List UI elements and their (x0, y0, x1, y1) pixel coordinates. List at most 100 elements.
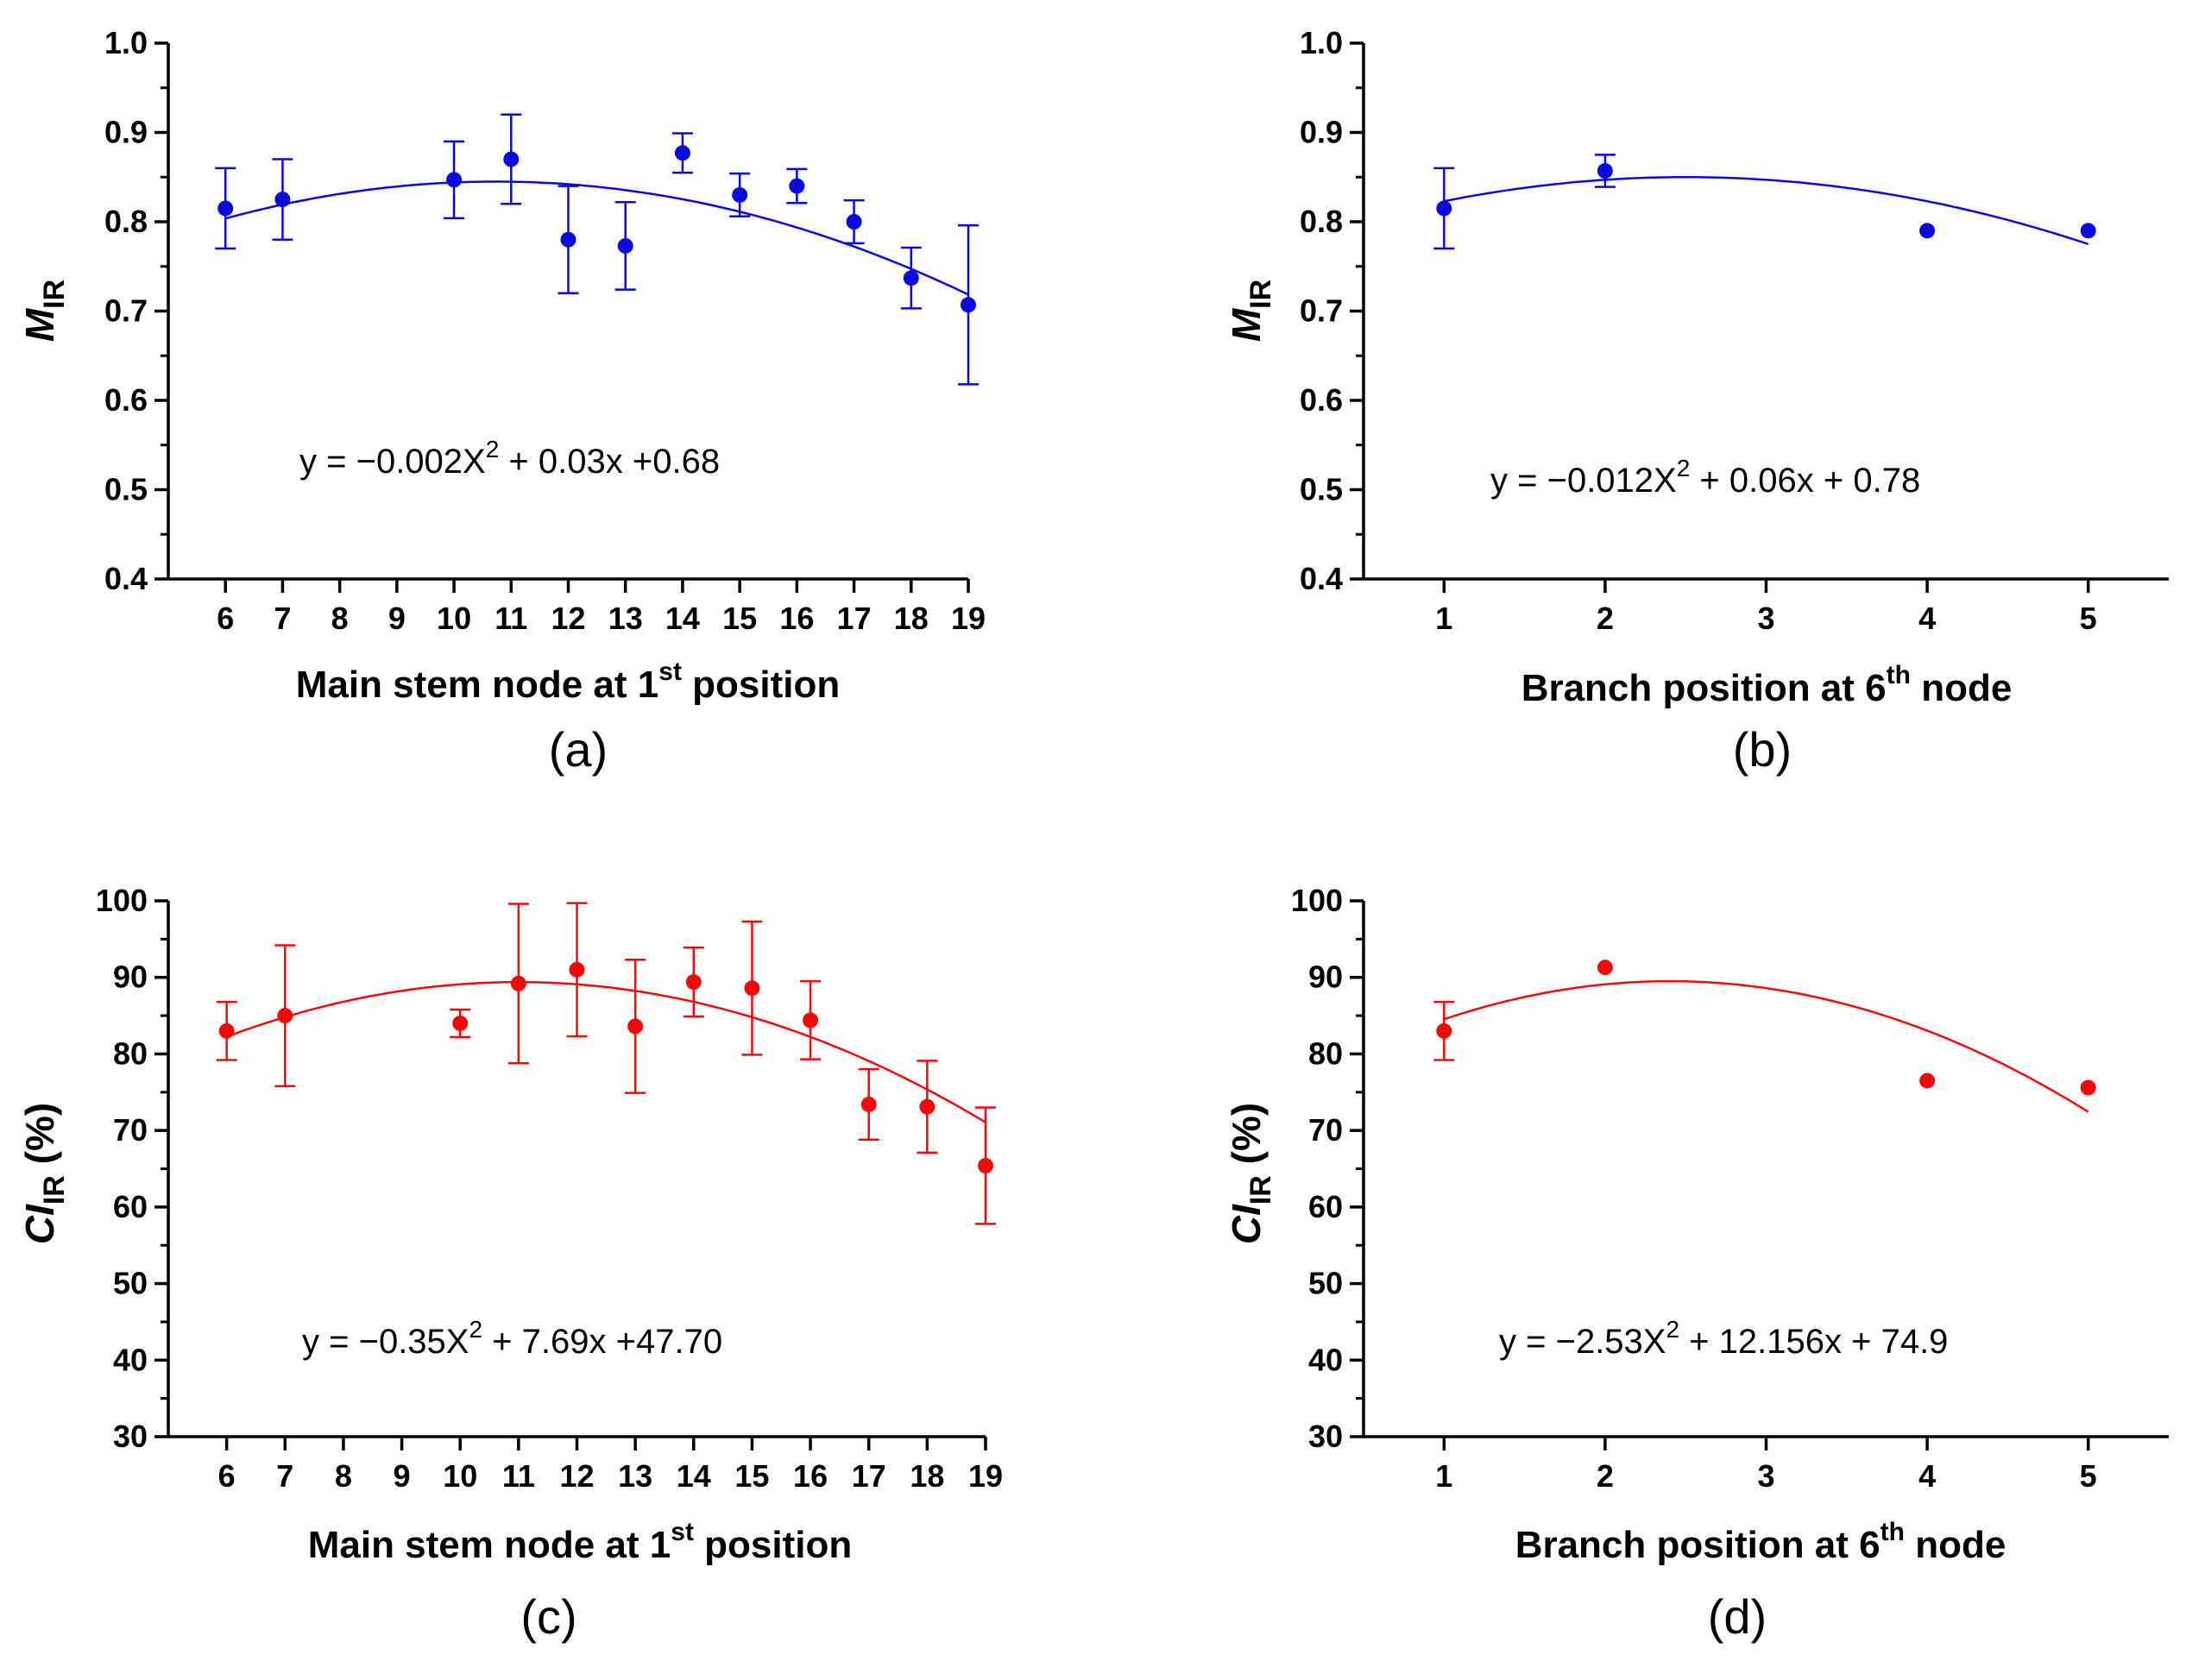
y-tick-label: 100 (96, 883, 148, 918)
y-tick-label: 1.0 (1300, 25, 1343, 60)
x-axis-label: Branch position at 6th node (1521, 661, 2013, 709)
y-axis-label-main: CI (17, 1204, 62, 1244)
x-tick-label: 1 (1435, 601, 1452, 636)
data-point (2080, 223, 2096, 239)
x-tick-label: 8 (335, 1458, 352, 1494)
x-tick-label: 12 (559, 1458, 594, 1494)
data-point (789, 178, 805, 194)
x-tick-label: 7 (276, 1458, 293, 1494)
data-point (2080, 1079, 2096, 1096)
data-point (217, 200, 234, 217)
y-tick-label: 90 (113, 960, 148, 995)
y-axis-label-suffix: (%) (1224, 1103, 1269, 1175)
y-tick-label: 0.6 (104, 382, 148, 418)
data-point (1597, 163, 1613, 179)
y-tick-label: 0.8 (104, 204, 148, 239)
data-point (617, 237, 633, 254)
data-point (452, 1015, 469, 1031)
y-axis-label-main: CI (1224, 1204, 1269, 1244)
y-tick-label: 0.4 (1300, 561, 1343, 596)
x-tick-label: 7 (274, 601, 291, 636)
data-point (627, 1018, 644, 1035)
x-tick-label: 4 (1918, 1458, 1936, 1494)
data-point (560, 231, 576, 248)
y-tick-label: 70 (1308, 1112, 1343, 1148)
y-axis-label-sub: IR (38, 280, 71, 309)
y-tick-label: 30 (113, 1419, 148, 1454)
x-axis-label-sup: th (1887, 661, 1911, 689)
panel-label: (c) (520, 1589, 576, 1644)
x-axis-label-text: Main stem node at 1 (308, 1524, 671, 1566)
fit-equation: y = −0.35X2 + 7.69x +47.70 (302, 1316, 722, 1361)
y-tick-label: 100 (1291, 883, 1343, 918)
y-tick-label: 0.4 (104, 561, 148, 596)
fit-equation: y = −2.53X2 + 12.156x + 74.9 (1499, 1316, 1948, 1361)
x-tick-label: 4 (1918, 601, 1936, 636)
x-tick-label: 16 (779, 601, 814, 636)
y-tick-label: 90 (1308, 960, 1343, 995)
data-point (919, 1098, 936, 1115)
fit-equation-text: + 0.03x +0.68 (499, 443, 720, 481)
x-axis-label-text: Branch position at 6 (1521, 667, 1887, 709)
x-tick-label: 9 (388, 601, 406, 636)
data-point (1436, 200, 1452, 217)
fit-equation-text: y = −2.53X (1499, 1323, 1666, 1361)
data-point (218, 1022, 235, 1039)
data-point (732, 186, 748, 203)
y-axis-label-sub: IR (38, 1175, 71, 1205)
y-tick-label: 80 (113, 1035, 148, 1071)
x-tick-label: 9 (394, 1458, 411, 1494)
x-axis-label-text: position (682, 664, 840, 706)
y-tick-label: 70 (113, 1112, 148, 1148)
chart-panel-c: 30 40 50 60 70 80 90 100 6 7 8 9 10 11 12 13 14 15 16 17 18 1… (17, 883, 1003, 1644)
x-tick-label: 5 (2080, 1458, 2097, 1494)
data-point (510, 975, 526, 991)
y-tick-label: 0.6 (1300, 382, 1343, 418)
fit-curve (1444, 176, 2089, 246)
x-axis-label: Branch position at 6th node (1515, 1518, 2006, 1566)
y-tick-label: 40 (113, 1342, 148, 1377)
chart-panel-b: 0.4 0.5 0.6 0.7 0.8 0.9 1.0 1 2 3 4 5 Branch positio… (1224, 25, 2169, 777)
y-axis-label: CIIR (%) (17, 1103, 71, 1244)
x-tick-label: 17 (837, 601, 872, 636)
x-tick-label: 3 (1757, 601, 1774, 636)
x-tick-label: 12 (551, 601, 585, 636)
y-axis-label-sub: IR (1244, 1175, 1277, 1205)
fit-equation-sup: 2 (1677, 455, 1691, 481)
x-axis-label-text: node (1911, 667, 2012, 709)
data-point (903, 270, 919, 286)
x-tick-label: 10 (437, 601, 471, 636)
x-tick-label: 17 (852, 1458, 886, 1494)
y-tick-label: 50 (113, 1266, 148, 1301)
x-tick-label: 14 (677, 1458, 711, 1494)
x-axis-label-sup: st (658, 658, 682, 686)
y-tick-label: 0.5 (104, 472, 148, 507)
y-tick-label: 0.9 (1300, 115, 1343, 150)
x-tick-label: 3 (1757, 1458, 1774, 1494)
y-axis-label-suffix: (%) (17, 1103, 62, 1175)
x-tick-label: 18 (910, 1458, 944, 1494)
x-axis-label-sup: st (671, 1518, 694, 1546)
x-tick-label: 13 (618, 1458, 652, 1494)
data-point (685, 974, 702, 991)
panel-label: (a) (549, 722, 608, 777)
fit-curve (226, 980, 986, 1123)
fit-equation-text: + 7.69x +47.70 (482, 1323, 722, 1361)
chart-panel-a: 0.4 0.5 0.6 0.7 0.8 0.9 1.0 6 7 8 9 10 11 12 13 14 15 16 1… (17, 25, 986, 777)
fit-equation: y = −0.002X2 + 0.03x +0.68 (299, 436, 720, 481)
x-axis-label-text: Main stem node at 1 (296, 664, 659, 706)
x-tick-label: 6 (217, 601, 234, 636)
y-axis-label-main: M (1224, 307, 1269, 342)
panel-label: (b) (1733, 722, 1792, 777)
y-tick-label: 60 (1308, 1189, 1343, 1224)
x-tick-label: 13 (608, 601, 643, 636)
fit-equation-sup: 2 (469, 1316, 482, 1343)
fit-equation-text: y = −0.002X (299, 443, 486, 481)
data-point (978, 1157, 993, 1173)
x-tick-label: 16 (793, 1458, 828, 1494)
x-axis-label-text: Branch position at 6 (1515, 1524, 1880, 1566)
fit-equation-text: + 0.06x + 0.78 (1690, 462, 1920, 500)
x-tick-label: 15 (734, 1458, 769, 1494)
data-point (1919, 223, 1936, 239)
x-tick-label: 11 (495, 601, 527, 636)
